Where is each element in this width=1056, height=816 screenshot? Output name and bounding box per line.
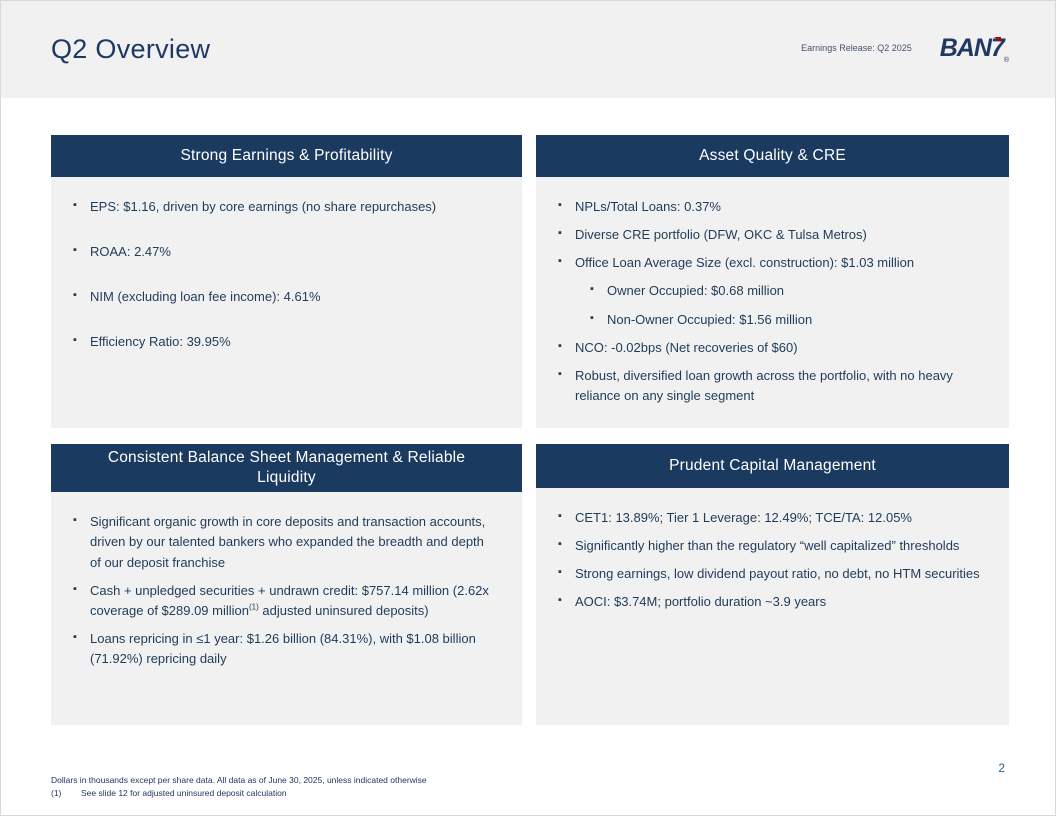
quadrant-grid: Strong Earnings & Profitability EPS: $1.… bbox=[1, 98, 1055, 725]
bullet-item: Strong earnings, low dividend payout rat… bbox=[558, 564, 983, 584]
panel-title-strong-earnings: Strong Earnings & Profitability bbox=[51, 135, 522, 177]
bullet-item: Diverse CRE portfolio (DFW, OKC & Tulsa … bbox=[558, 225, 983, 245]
bullet-item: NIM (excluding loan fee income): 4.61% bbox=[73, 287, 496, 307]
footnote-reference: (1) bbox=[249, 602, 259, 612]
bullet-item: ROAA: 2.47% bbox=[73, 242, 496, 262]
slide: Q2 Overview Earnings Release: Q2 2025 BA… bbox=[1, 1, 1055, 798]
page-number: 2 bbox=[998, 761, 1005, 775]
footnote-label: (1) bbox=[51, 788, 62, 799]
panel-title-capital-management: Prudent Capital Management bbox=[536, 444, 1009, 488]
bullet-item: EPS: $1.16, driven by core earnings (no … bbox=[73, 197, 496, 217]
bullet-item: Efficiency Ratio: 39.95% bbox=[73, 332, 496, 352]
panel-asset-quality: Asset Quality & CRE NPLs/Total Loans: 0.… bbox=[536, 135, 1009, 428]
bullet-item: Significant organic growth in core depos… bbox=[73, 512, 496, 572]
sub-bullet-item: Owner Occupied: $0.68 million bbox=[590, 281, 983, 301]
footnote-text: See slide 12 for adjusted uninsured depo… bbox=[81, 788, 287, 799]
header-right: Earnings Release: Q2 2025 BAN7® bbox=[801, 33, 1009, 64]
earnings-release-label: Earnings Release: Q2 2025 bbox=[801, 42, 912, 53]
bullet-list-balance-sheet: Significant organic growth in core depos… bbox=[51, 492, 522, 725]
panel-title-balance-sheet: Consistent Balance Sheet Management & Re… bbox=[51, 444, 522, 493]
page-title: Q2 Overview bbox=[51, 34, 211, 64]
panel-strong-earnings: Strong Earnings & Profitability EPS: $1.… bbox=[51, 135, 522, 428]
bullet-list-asset-quality: NPLs/Total Loans: 0.37% Diverse CRE portf… bbox=[536, 177, 1009, 428]
panel-capital-management: Prudent Capital Management CET1: 13.89%;… bbox=[536, 444, 1009, 725]
panel-title-asset-quality: Asset Quality & CRE bbox=[536, 135, 1009, 177]
bullet-list-strong-earnings: EPS: $1.16, driven by core earnings (no … bbox=[51, 177, 522, 428]
bank7-logo: BAN7® bbox=[939, 33, 1009, 64]
registered-mark: ® bbox=[1003, 56, 1009, 64]
logo-seven: 7 bbox=[990, 33, 1005, 62]
footnote-line-1: Dollars in thousands except per share da… bbox=[51, 774, 427, 785]
bullet-item: Loans repricing in ≤1 year: $1.26 billio… bbox=[73, 629, 496, 669]
bullet-item: Significantly higher than the regulatory… bbox=[558, 536, 983, 556]
sub-bullet-item: Non-Owner Occupied: $1.56 million bbox=[590, 310, 983, 330]
bullet-item: Office Loan Average Size (excl. construc… bbox=[558, 253, 983, 273]
bullet-list-capital-management: CET1: 13.89%; Tier 1 Leverage: 12.49%; T… bbox=[536, 488, 1009, 725]
bullet-item: NCO: -0.02bps (Net recoveries of $60) bbox=[558, 338, 983, 358]
footnotes: Dollars in thousands except per share da… bbox=[51, 774, 427, 801]
panel-balance-sheet: Consistent Balance Sheet Management & Re… bbox=[51, 444, 522, 725]
bullet-item: Robust, diversified loan growth across t… bbox=[558, 366, 983, 406]
logo-text: BAN bbox=[939, 33, 992, 62]
bullet-item: NPLs/Total Loans: 0.37% bbox=[558, 197, 983, 217]
bullet-item: Cash + unpledged securities + undrawn cr… bbox=[73, 581, 496, 621]
footnote-line-2: (1) See slide 12 for adjusted uninsured … bbox=[51, 787, 427, 801]
bullet-item: AOCI: $3.74M; portfolio duration ~3.9 ye… bbox=[558, 592, 983, 612]
slide-header: Q2 Overview Earnings Release: Q2 2025 BA… bbox=[1, 1, 1055, 98]
bullet-item: CET1: 13.89%; Tier 1 Leverage: 12.49%; T… bbox=[558, 508, 983, 528]
